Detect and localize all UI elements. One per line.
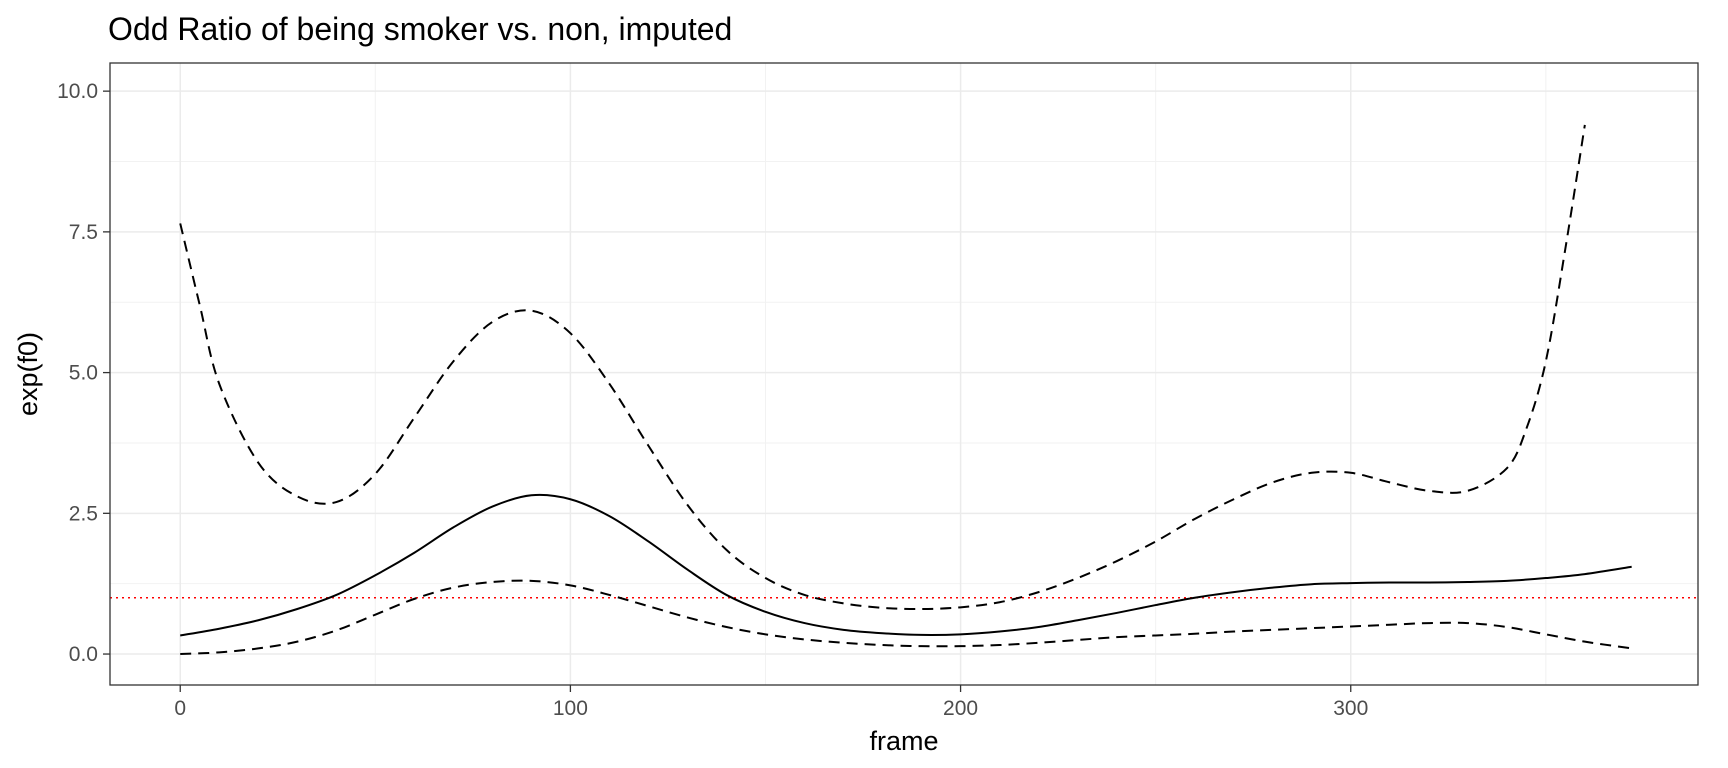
y-tick-label: 2.5 [69,502,98,525]
x-tick-label: 0 [174,697,186,720]
y-axis-label: exp(f0) [13,332,43,416]
x-tick-label: 100 [553,697,588,720]
y-tick-label: 10.0 [57,80,98,103]
y-tick-label: 5.0 [69,362,98,385]
x-tick-label: 300 [1333,697,1368,720]
x-tick-label: 200 [943,697,978,720]
series-lines [179,124,1632,656]
y-tick-label: 7.5 [69,221,98,244]
major-gridlines [110,63,1698,685]
plot-border [109,62,1699,686]
chart-title: Odd Ratio of being smoker vs. non, imput… [108,11,732,47]
series-line-upper [179,124,1586,611]
x-axis: 0 100 200 300 [174,685,1368,720]
x-axis-label: frame [869,726,938,756]
series-line-estimate [180,493,1632,637]
y-tick-label: 0.0 [69,643,98,666]
series-line-lower [180,579,1632,656]
y-axis: 0.0 2.5 5.0 7.5 10.0 [57,80,110,666]
plot-panel [110,63,1698,685]
minor-gridlines [110,63,1698,685]
